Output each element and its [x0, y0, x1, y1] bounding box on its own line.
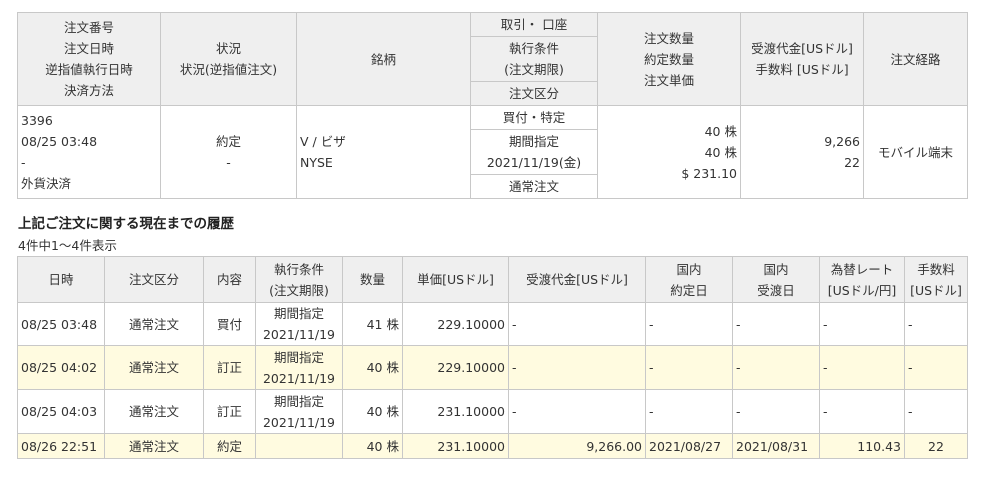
- history-header-exec-condition: 執行条件 (注文期限): [255, 256, 343, 303]
- history-count: 4件中1～4件表示: [18, 238, 117, 253]
- history-heading: 上記ご注文に関する現在までの履歴: [18, 216, 234, 232]
- history-cell-amount: -: [508, 302, 646, 346]
- history-cell-amount: -: [508, 345, 646, 390]
- history-cell-settle-date: -: [732, 345, 820, 390]
- history-header-fx-rate: 為替レート [USドル/円]: [819, 256, 905, 303]
- header-order-type: 注文区分: [470, 81, 598, 106]
- history-row: 08/26 22:51 通常注文 約定 40 株 231.10000 9,266.00 20…: [17, 433, 968, 459]
- history-cell-settle-date: -: [732, 389, 820, 434]
- history-cell-quantity: 40 株: [342, 345, 403, 390]
- history-cell-content: 約定: [203, 433, 256, 459]
- history-table: 日時 注文区分 内容 執行条件 (注文期限) 数量 単価[USドル] 受渡代金[USドル] 国内…: [17, 256, 968, 459]
- history-cell-trade-date: -: [645, 389, 733, 434]
- history-header-datetime: 日時: [17, 256, 105, 303]
- history-cell-order-type: 通常注文: [104, 302, 204, 346]
- history-cell-exec-condition: 期間指定 2021/11/19: [255, 345, 343, 390]
- settlement-info: 9,266 22: [740, 105, 864, 199]
- history-header-order-type: 注文区分: [104, 256, 204, 303]
- history-cell-trade-date: -: [645, 302, 733, 346]
- history-header-amount: 受渡代金[USドル]: [508, 256, 646, 303]
- header-symbol: 銘柄: [296, 12, 471, 106]
- quantity-info: 40 株 40 株 $ 231.10: [597, 105, 741, 199]
- order-status: 約定 -: [160, 105, 297, 199]
- history-header-quantity: 数量: [342, 256, 403, 303]
- header-trade-account: 取引・ 口座: [470, 12, 598, 37]
- trade-account: 買付・特定: [470, 105, 598, 130]
- history-cell-datetime: 08/25 03:48: [17, 302, 105, 346]
- history-cell-exec-condition: 期間指定 2021/11/19: [255, 302, 343, 346]
- history-row: 08/25 04:02 通常注文 訂正 期間指定 2021/11/19 40 株 229.1…: [17, 345, 968, 390]
- order-type: 通常注文: [470, 174, 598, 199]
- order-detail-table: 注文番号 注文日時 逆指値執行日時 決済方法 状況 状況(逆指値注文) 銘柄 取引・ 口…: [17, 12, 968, 199]
- header-order-info: 注文番号 注文日時 逆指値執行日時 決済方法: [17, 12, 161, 106]
- history-cell-order-type: 通常注文: [104, 433, 204, 459]
- history-cell-content: 訂正: [203, 345, 256, 390]
- history-cell-quantity: 40 株: [342, 433, 403, 459]
- history-cell-datetime: 08/25 04:02: [17, 345, 105, 390]
- header-route: 注文経路: [863, 12, 968, 106]
- history-cell-fee: -: [904, 389, 968, 434]
- history-cell-trade-date: 2021/08/27: [645, 433, 733, 459]
- history-cell-order-type: 通常注文: [104, 345, 204, 390]
- history-row: 08/25 03:48 通常注文 買付 期間指定 2021/11/19 41 株 229.1…: [17, 302, 968, 346]
- history-cell-price: 229.10000: [402, 345, 509, 390]
- history-header-price: 単価[USドル]: [402, 256, 509, 303]
- header-status: 状況 状況(逆指値注文): [160, 12, 297, 106]
- history-cell-price: 229.10000: [402, 302, 509, 346]
- history-header-trade-date: 国内 約定日: [645, 256, 733, 303]
- history-cell-settle-date: -: [732, 302, 820, 346]
- history-cell-fee: 22: [904, 433, 968, 459]
- order-route: モバイル端末: [863, 105, 968, 199]
- history-cell-content: 買付: [203, 302, 256, 346]
- order-info: 3396 08/25 03:48- 外貨決済: [17, 105, 161, 199]
- history-header-fee: 手数料 [USドル]: [904, 256, 968, 303]
- history-cell-datetime: 08/26 22:51: [17, 433, 105, 459]
- history-header-content: 内容: [203, 256, 256, 303]
- history-cell-amount: -: [508, 389, 646, 434]
- history-cell-order-type: 通常注文: [104, 389, 204, 434]
- history-cell-datetime: 08/25 04:03: [17, 389, 105, 434]
- history-cell-price: 231.10000: [402, 433, 509, 459]
- history-cell-fx-rate: 110.43: [819, 433, 905, 459]
- history-cell-price: 231.10000: [402, 389, 509, 434]
- symbol: V / ビザ NYSE: [296, 105, 471, 199]
- history-cell-fx-rate: -: [819, 345, 905, 390]
- history-cell-quantity: 41 株: [342, 302, 403, 346]
- history-cell-trade-date: -: [645, 345, 733, 390]
- history-cell-exec-condition: 期間指定 2021/11/19: [255, 389, 343, 434]
- history-cell-settle-date: 2021/08/31: [732, 433, 820, 459]
- exec-condition: 期間指定 2021/11/19(金): [470, 129, 598, 175]
- history-cell-fee: -: [904, 345, 968, 390]
- history-cell-amount: 9,266.00: [508, 433, 646, 459]
- history-cell-quantity: 40 株: [342, 389, 403, 434]
- history-cell-fee: -: [904, 302, 968, 346]
- history-header-settle-date: 国内 受渡日: [732, 256, 820, 303]
- header-quantity: 注文数量 約定数量 注文単価: [597, 12, 741, 106]
- history-cell-fx-rate: -: [819, 302, 905, 346]
- history-row: 08/25 04:03 通常注文 訂正 期間指定 2021/11/19 40 株 231.1…: [17, 389, 968, 434]
- history-cell-content: 訂正: [203, 389, 256, 434]
- header-settlement: 受渡代金[USドル] 手数料 [USドル]: [740, 12, 864, 106]
- history-cell-fx-rate: -: [819, 389, 905, 434]
- history-cell-exec-condition: [255, 433, 343, 459]
- header-exec-condition: 執行条件 (注文期限): [470, 36, 598, 82]
